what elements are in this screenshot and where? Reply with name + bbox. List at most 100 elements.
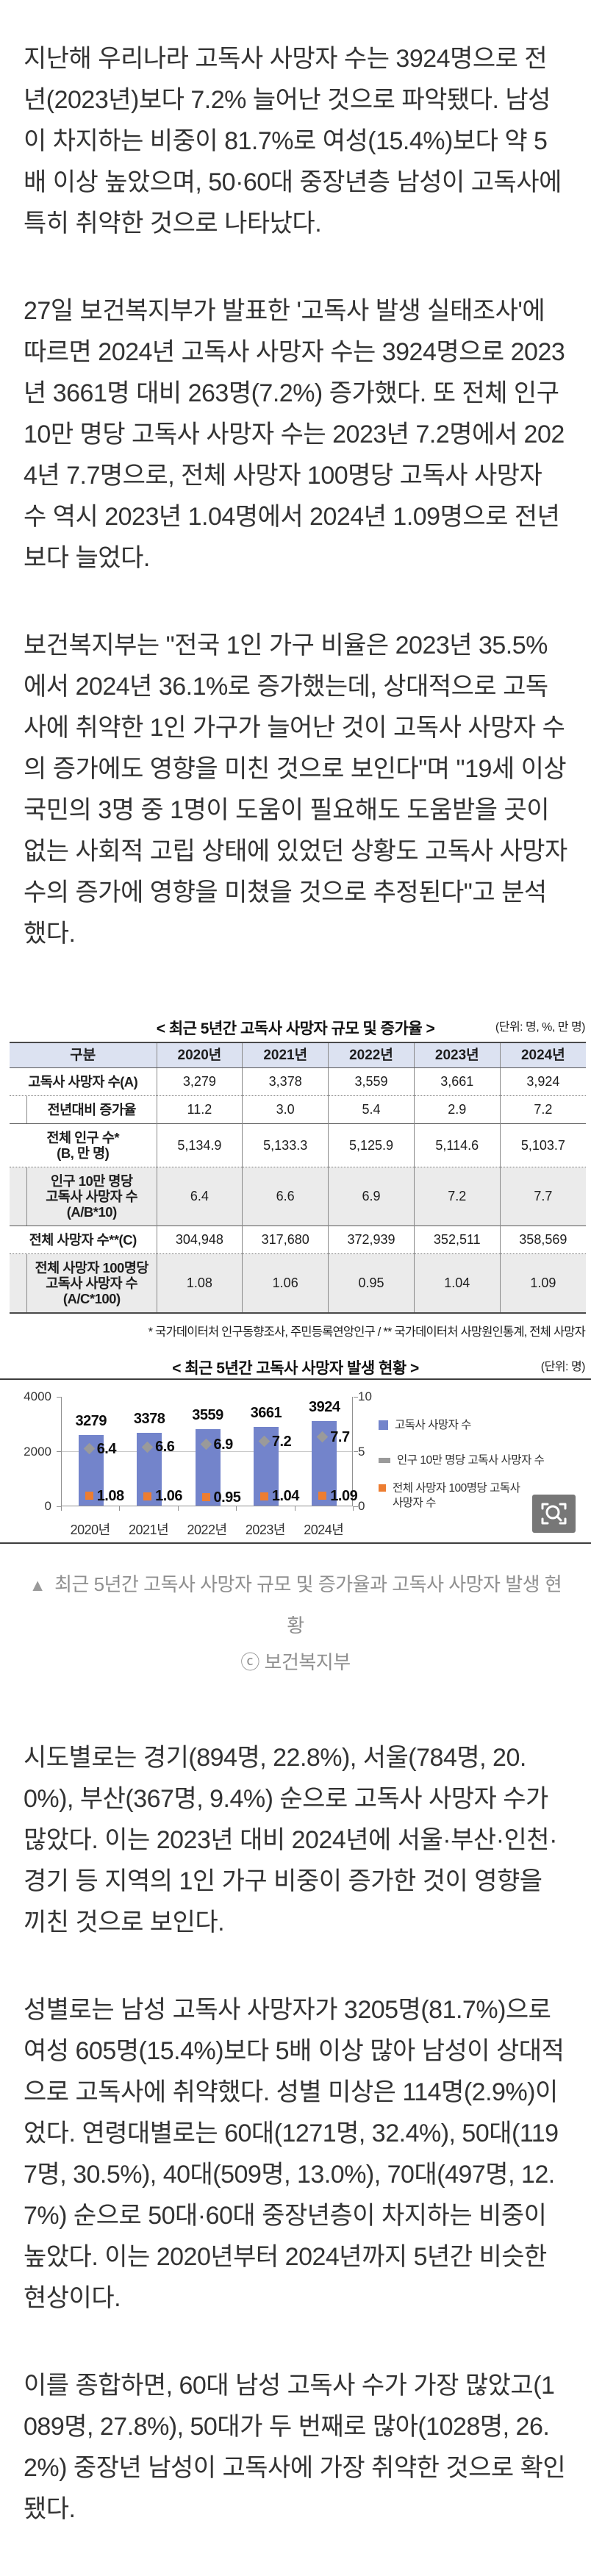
table-cell: 7.2 <box>413 1167 501 1226</box>
bar-value-label: 3924 <box>309 1399 340 1416</box>
paragraph: 시도별로는 경기(894명, 22.8%), 서울(784명, 20.0%), … <box>24 1744 557 1936</box>
legend-marker <box>379 1420 388 1430</box>
table-cell: 6.9 <box>328 1167 415 1226</box>
table-row: 전년대비 증가율 11.2 3.0 5.4 2.9 7.2 <box>10 1095 586 1124</box>
square-marker <box>85 1492 93 1500</box>
paragraph: 27일 보건복지부가 발표한 '고독사 발생 실태조사'에 따르면 2024년 … <box>24 297 565 572</box>
table-header-cell: 2024년 <box>499 1042 586 1068</box>
table-cell: 5.4 <box>328 1095 415 1124</box>
row-label-cell: 전체 인구 수* (B, 만 명) <box>10 1123 157 1167</box>
bar-value-label: 3559 <box>192 1407 223 1424</box>
table-unit: (단위: 명, %, 만 명) <box>495 1021 586 1034</box>
marker-value-label: 1.04 <box>271 1488 299 1505</box>
table-cell: 304,948 <box>156 1226 243 1254</box>
x-axis-tick <box>294 1506 296 1511</box>
row-label-cell: 고독사 사망자 수(A) <box>10 1067 157 1096</box>
marker-value-label: 6.9 <box>213 1436 234 1453</box>
table-cell: 7.2 <box>499 1095 586 1124</box>
marker-value-label: 6.6 <box>155 1439 175 1456</box>
x-axis-label: 2021년 <box>129 1523 169 1537</box>
table-cell: 5,133.3 <box>242 1123 329 1167</box>
marker-value-label: 6.4 <box>96 1440 117 1457</box>
table-row: 전체 인구 수* (B, 만 명) 5,134.9 5,133.3 5,125.9 5,1… <box>10 1123 586 1167</box>
marker-value-label: 1.06 <box>155 1488 183 1505</box>
row-label: 전년대비 증가율 <box>47 1102 137 1117</box>
table-cell: 6.6 <box>242 1167 329 1226</box>
x-axis-label: 2022년 <box>187 1523 227 1537</box>
table-cell: 1.06 <box>242 1253 329 1313</box>
y-axis-label: 2000 <box>24 1444 51 1459</box>
article-body-bottom: 시도별로는 경기(894명, 22.8%), 서울(784명, 20.0%), … <box>0 1737 591 2530</box>
x-axis-tick <box>119 1506 121 1511</box>
y-axis-tick <box>354 1451 358 1452</box>
row-label-cell: 전체 사망자 100명당 고독사 사망자 수 (A/C*100) <box>10 1253 157 1313</box>
marker-value-label: 7.7 <box>330 1428 350 1445</box>
row-label: 전체 사망자 수**(C) <box>29 1232 137 1248</box>
chart: 3279 6.4 1.08 3378 6.6 1.06 3559 6.9 0.95 3661 7.2… <box>0 1378 591 1544</box>
y-axis-tick <box>57 1451 61 1452</box>
y-axis-tick <box>354 1396 358 1398</box>
marker-value-label: 7.2 <box>271 1433 292 1450</box>
table-cell: 5,134.9 <box>156 1123 243 1167</box>
bar-value-label: 3661 <box>250 1405 282 1422</box>
article-body-top: 지난해 우리나라 고독사 사망자 수는 3924명으로 전년(2023년)보다 … <box>0 38 591 954</box>
y-axis-label: 5 <box>358 1444 365 1459</box>
table-cell: 3.0 <box>242 1095 329 1124</box>
y-axis-tick <box>57 1506 61 1507</box>
table-header-cell: 2022년 <box>328 1042 415 1068</box>
y-axis-label: 10 <box>358 1389 372 1403</box>
table-row: 인구 10만 명당 고독사 사망자 수 (A/B*10) 6.4 6.6 6.9 7.2 7.… <box>10 1167 586 1226</box>
table-cell: 0.95 <box>328 1253 415 1313</box>
row-label: 전체 인구 수* (B, 만 명) <box>46 1130 120 1161</box>
caption-triangle-icon: ▲ <box>29 1575 46 1595</box>
x-axis-tick <box>61 1506 62 1511</box>
square-marker <box>143 1492 152 1500</box>
row-label: 전체 사망자 100명당 고독사 사망자 수 (A/C*100) <box>35 1260 149 1306</box>
paragraph: 지난해 우리나라 고독사 사망자 수는 3924명으로 전년(2023년)보다 … <box>24 45 562 237</box>
table-cell: 6.4 <box>156 1167 243 1226</box>
table-header-cell: 2020년 <box>156 1042 243 1068</box>
legend-item: 고독사 사망자 수 <box>379 1418 545 1433</box>
table-row: 전체 사망자 100명당 고독사 사망자 수 (A/C*100) 1.08 1.06 0.… <box>10 1253 586 1313</box>
indent-strip <box>10 1167 27 1226</box>
table-footnote: * 국가데이터처 인구동향조사, 주민등록연앙인구 / ** 국가데이터처 사망… <box>148 1325 586 1339</box>
plot-area: 3279 6.4 1.08 3378 6.6 1.06 3559 6.9 0.95 3661 7.2… <box>61 1397 358 1506</box>
legend-item: 인구 10만 명당 고독사 사망자 수 <box>379 1453 548 1468</box>
table-cell: 3,559 <box>328 1067 415 1096</box>
marker-value-label: 0.95 <box>213 1489 241 1506</box>
legend-label: 전체 사망자 100명당 고독사 사망자 수 <box>393 1482 520 1509</box>
bar-value-label: 3279 <box>75 1413 107 1430</box>
bar-value-label: 3378 <box>133 1411 165 1428</box>
paragraph: 성별로는 남성 고독사 사망자가 3205명(81.7%)으로 여성 605명(… <box>24 1996 565 2312</box>
marker-value-label: 1.08 <box>96 1487 124 1504</box>
indent-strip <box>10 1254 27 1312</box>
square-marker <box>259 1492 268 1500</box>
row-label-cell: 전체 사망자 수**(C) <box>10 1226 157 1254</box>
table-header-cell: 2023년 <box>413 1042 501 1068</box>
legend-item: 전체 사망자 100명당 고독사 사망자 수 <box>379 1481 543 1511</box>
legend-label: 고독사 사망자 수 <box>395 1419 471 1431</box>
table-cell: 358,569 <box>499 1226 586 1254</box>
table-header-row: 구분 2020년 2021년 2022년 2023년 2024년 <box>10 1042 586 1068</box>
table-cell: 5,103.7 <box>499 1123 586 1167</box>
legend-marker <box>379 1458 390 1463</box>
stats-table: 구분 2020년 2021년 2022년 2023년 2024년 고독사 사망자 수(A)… <box>10 1042 586 1314</box>
legend-marker <box>379 1484 386 1492</box>
figure-credit: ⓒ 보건복지부 <box>240 1651 351 1673</box>
image-zoom-button[interactable] <box>532 1495 576 1533</box>
paragraph: 보건복지부는 "전국 1인 가구 비율은 2023년 35.5%에서 2024년… <box>24 632 567 948</box>
table-cell: 1.08 <box>156 1253 243 1313</box>
chart-unit: (단위: 명) <box>540 1361 586 1373</box>
legend-label: 인구 10만 명당 고독사 사망자 수 <box>397 1454 545 1467</box>
y-axis-label: 0 <box>358 1499 365 1513</box>
square-marker <box>318 1492 327 1500</box>
x-axis-tick <box>353 1506 354 1511</box>
table-cell: 3,924 <box>499 1067 586 1096</box>
table-title: < 최근 5년간 고독사 사망자 규모 및 증가율 > <box>156 1020 435 1037</box>
x-axis-label: 2024년 <box>304 1523 344 1537</box>
table-cell: 7.7 <box>499 1167 586 1226</box>
paragraph: 이를 종합하면, 60대 남성 고독사 수가 가장 많았고(1089명, 27.… <box>24 2372 566 2523</box>
table-header-cell: 2021년 <box>242 1042 329 1068</box>
figure-caption-text: 최근 5년간 고독사 사망자 규모 및 증가율과 고독사 사망자 발생 현황 <box>54 1573 562 1636</box>
